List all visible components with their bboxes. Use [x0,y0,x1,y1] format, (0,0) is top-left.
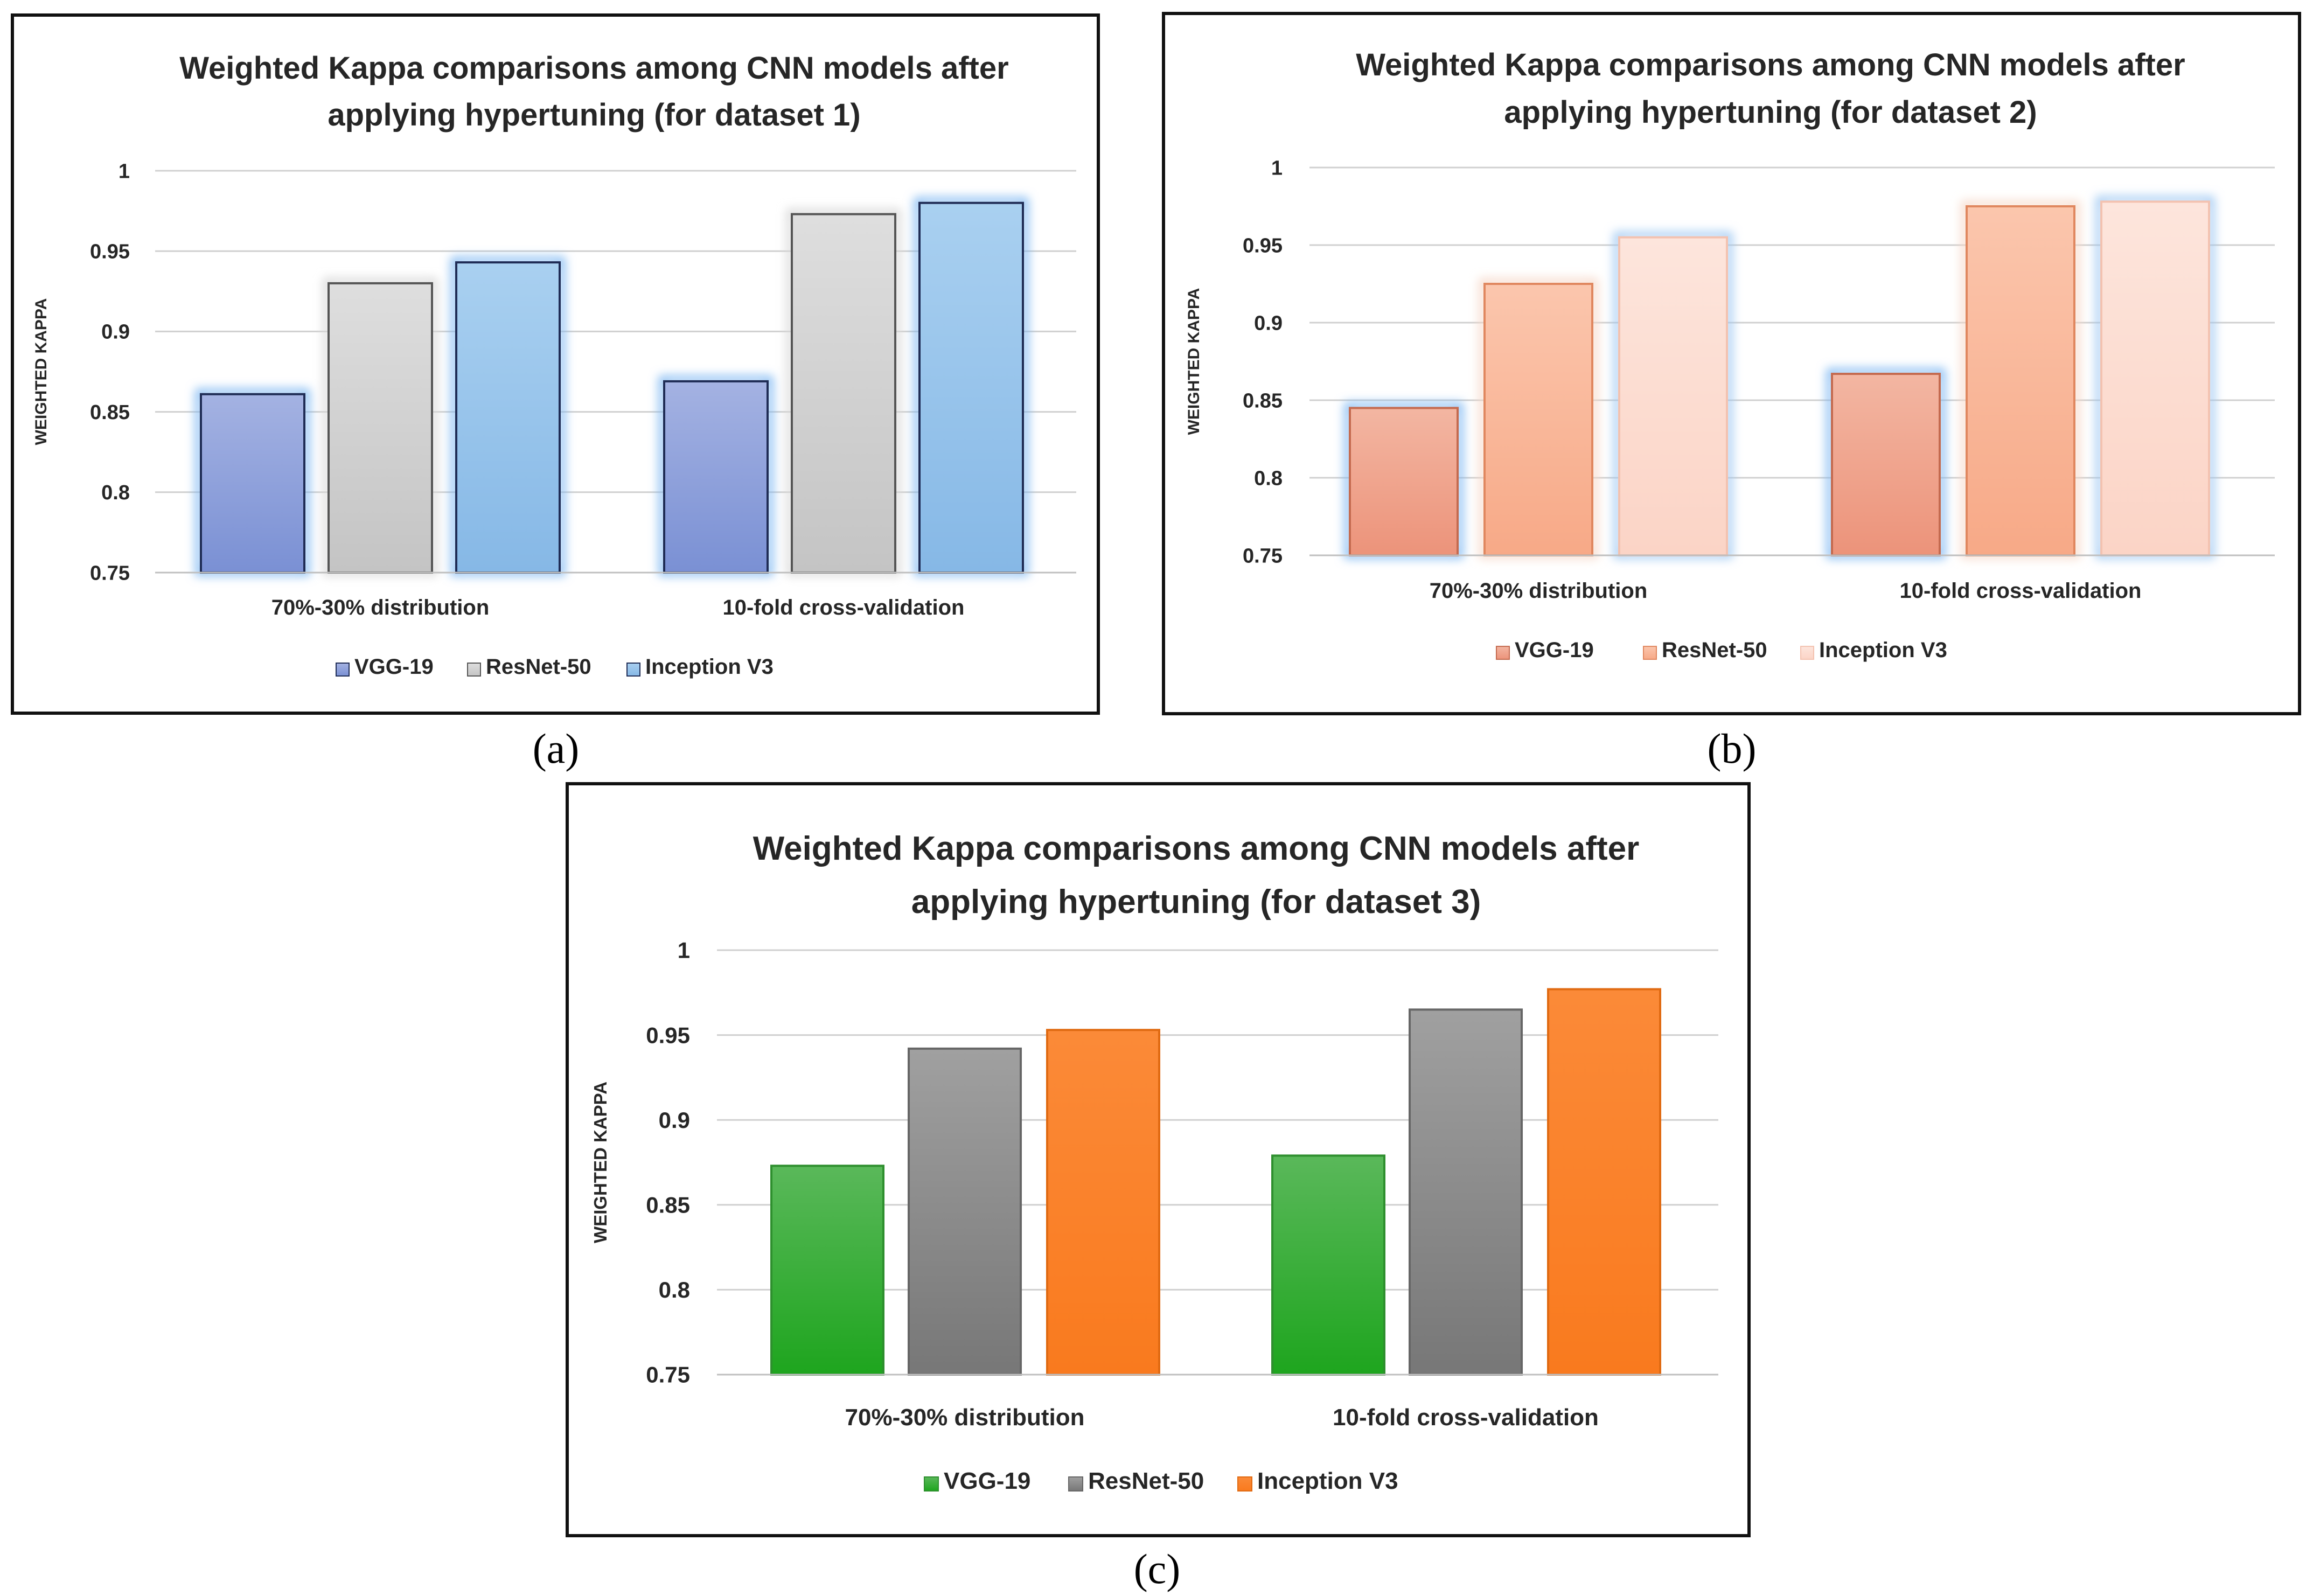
bar-resnet-50-2 [1966,205,2075,556]
y-tick-label: 1 [1271,157,1283,179]
x-category-label: 10-fold cross-validation [1333,1404,1599,1431]
legend-label: ResNet-50 [1662,638,1767,662]
y-tick-label: 0.75 [1243,545,1283,567]
legend-swatch [626,663,640,677]
chart-c: Weighted Kappa comparisons among CNN mod… [590,830,1718,1494]
y-tick-label: 0.8 [101,482,130,504]
bar-inception-v3-1 [1046,1029,1160,1376]
chart-a: Weighted Kappa comparisons among CNN mod… [32,51,1076,679]
bar-resnet-50-1 [328,282,433,574]
y-tick-label: 0.75 [646,1362,690,1388]
y-tick-label: 0.9 [101,321,130,344]
bar-inception-v3-2 [2100,200,2210,556]
legend-label: VGG-19 [354,655,434,679]
x-category-label: 10-fold cross-validation [1900,579,2142,603]
legend-swatch [336,663,350,677]
y-tick-label: 0.75 [90,562,130,584]
y-tick-label: 1 [678,938,690,963]
bar-inception-v3-2 [1547,988,1661,1376]
bar-resnet-50-2 [791,213,896,574]
chart-title-line: applying hypertuning (for dataset 1) [328,97,860,133]
legend-label: VGG-19 [944,1468,1030,1494]
bar-inception-v3-2 [918,201,1024,574]
y-tick-label: 0.85 [1243,389,1283,412]
caption-a: (a) [532,725,580,772]
y-axis-label: WEIGHTED KAPPA [590,1082,610,1243]
y-tick-label: 0.9 [1254,312,1283,334]
legend-swatch [1800,646,1814,660]
y-tick-label: 1 [119,160,130,183]
bar-vgg-19-1 [200,393,305,574]
y-tick-label: 0.8 [659,1277,690,1302]
x-category-label: 70%-30% distribution [1430,579,1648,603]
bar-vgg-19-2 [663,380,769,574]
legend-swatch [1496,646,1510,660]
bar-inception-v3-1 [1618,236,1728,557]
caption-b: (b) [1707,725,1757,772]
y-tick-label: 0.9 [659,1107,690,1133]
y-tick-label: 0.85 [90,401,130,424]
legend-swatch [1237,1476,1252,1492]
legend-swatch [1643,646,1657,660]
bar-vgg-19-1 [770,1165,884,1376]
y-axis-label: WEIGHTED KAPPA [32,298,50,445]
x-category-label: 70%-30% distribution [271,596,490,619]
legend-label: ResNet-50 [1088,1468,1204,1494]
chart-panel-a: Weighted Kappa comparisons among CNN mod… [11,13,1100,715]
legend-label: Inception V3 [1819,638,1947,662]
legend-swatch [924,1476,939,1492]
chart-panel-b: Weighted Kappa comparisons among CNN mod… [1162,12,2301,715]
bar-resnet-50-1 [1483,283,1593,556]
bar-vgg-19-2 [1831,373,1941,556]
y-tick-label: 0.95 [90,241,130,263]
legend-label: Inception V3 [1257,1468,1398,1494]
chart-title-line: applying hypertuning (for dataset 2) [1504,95,2037,130]
legend-label: VGG-19 [1515,638,1594,662]
legend-label: Inception V3 [645,655,774,679]
y-tick-label: 0.95 [1243,234,1283,257]
legend-swatch [467,663,481,677]
chart-title-line: Weighted Kappa comparisons among CNN mod… [753,830,1640,867]
chart-b: Weighted Kappa comparisons among CNN mod… [1185,47,2275,662]
chart-title-line: Weighted Kappa comparisons among CNN mod… [1356,47,2185,82]
chart-title-line: applying hypertuning (for dataset 3) [911,883,1481,921]
x-category-label: 10-fold cross-validation [723,596,965,619]
legend-swatch [1068,1476,1083,1492]
chart-title-line: Weighted Kappa comparisons among CNN mod… [179,51,1008,86]
y-axis-label: WEIGHTED KAPPA [1185,288,1203,435]
bar-vgg-19-2 [1271,1154,1385,1376]
legend-label: ResNet-50 [486,655,591,679]
bar-resnet-50-1 [908,1047,1022,1376]
caption-c: (c) [1133,1545,1181,1592]
bar-resnet-50-2 [1409,1008,1523,1376]
y-tick-label: 0.8 [1254,467,1283,490]
y-tick-label: 0.85 [646,1193,690,1218]
bar-inception-v3-1 [455,261,561,574]
x-category-label: 70%-30% distribution [845,1404,1085,1431]
chart-panel-c: Weighted Kappa comparisons among CNN mod… [566,782,1751,1537]
y-tick-label: 0.95 [646,1022,690,1048]
bar-vgg-19-1 [1349,407,1459,557]
